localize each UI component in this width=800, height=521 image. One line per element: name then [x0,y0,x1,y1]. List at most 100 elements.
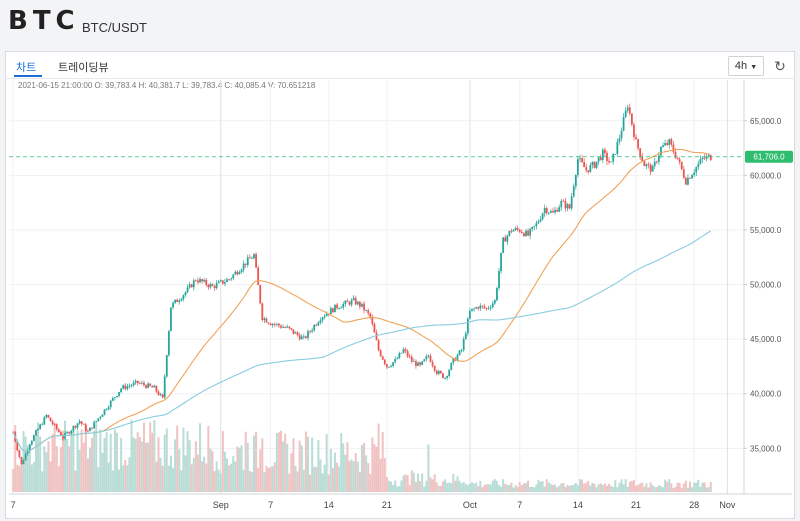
candle-body [419,362,422,365]
volume-bar [392,484,395,492]
candle-body [269,323,272,326]
volume-bar [479,480,482,492]
candle-body [375,332,378,341]
candle-body [236,271,239,275]
candle-body [570,196,573,209]
candle-body [174,299,177,303]
volume-bar [263,472,266,492]
candle-body [672,144,675,152]
candle-body [255,254,257,268]
refresh-icon[interactable]: ↻ [774,58,786,74]
volume-bar [500,486,503,492]
candle-body [323,316,326,318]
volume-bar [612,486,615,492]
candle-body [576,159,579,176]
volume-bar [632,480,635,492]
candle-body [350,299,353,305]
candle-body [662,145,664,147]
tab-tradingview[interactable]: 트레이딩뷰 [58,62,109,74]
candle-body [298,335,301,340]
volume-bar [24,436,27,492]
candle-body [469,310,471,319]
volume-bar [217,469,220,492]
candle-body [572,186,575,197]
volume-bar [211,451,214,492]
volume-bar [367,463,370,492]
volume-bar [547,482,550,492]
tab-chart[interactable]: 차트 [16,62,37,74]
volume-bar [113,429,116,492]
candle-body [346,300,349,302]
volume-bar [319,459,322,492]
candle-body [205,279,208,285]
candle-body [257,267,260,285]
volume-bar [284,434,287,492]
volume-bar [344,454,347,492]
candle-body [340,307,343,309]
ohlc-readout: 2021-06-15 21:00:00 O: 39,783.4 H: 40,38… [18,81,316,90]
volume-bar [475,482,478,492]
candle-body [259,284,262,304]
candle-body [574,175,577,187]
candle-body [288,326,291,329]
volume-bar [51,434,54,492]
volume-bar [190,464,193,492]
volume-bar [348,461,351,492]
volume-bar [495,480,498,492]
candle-body [591,162,594,166]
volume-bar [578,479,581,492]
candle-body [109,400,112,408]
candle-body [446,375,448,378]
candle-body [251,258,253,260]
volume-bar [296,471,299,492]
volume-bar [429,477,432,492]
volume-bar [95,423,98,492]
candle-body [201,279,203,282]
candlestick-chart[interactable]: 35,000.0 40,000.0 45,000.0 50,000.0 55,000.0… [6,52,794,518]
volume-bar [352,461,355,492]
candle-body [462,338,465,350]
candle-body [197,280,199,283]
candle-body [342,303,345,308]
candle-body [305,336,307,339]
candle-body [319,320,322,323]
candle-body [292,329,295,334]
volume-bar [680,488,683,492]
candle-body [57,429,60,433]
volume-bar [630,481,633,492]
candle-body [429,355,432,362]
x-tick-label: 7 [11,500,16,510]
candle-body [95,421,98,423]
interval-select[interactable]: 4h ▼ [728,56,764,76]
volume-bar [28,444,31,492]
chart-tabs: 차트 트레이딩뷰 4h ▼ ↻ [6,52,794,78]
candle-body [28,444,31,451]
volume-bar [560,483,563,492]
volume-bar [147,442,150,492]
volume-bar [512,487,515,492]
candle-body [307,331,309,339]
moving-averages [12,148,712,452]
candle-body [302,336,305,338]
candle-body [410,356,413,362]
volume-bar [261,438,264,492]
x-tick-label: 14 [324,500,334,510]
volume-bar [564,487,567,492]
candle-body [460,349,463,351]
volume-bar [417,473,420,492]
candle-body [55,424,58,430]
volume-bar [689,481,692,492]
candle-body [365,310,368,312]
candle-body [510,230,513,232]
volume-bar [124,459,127,492]
volume-bar [325,434,328,492]
candle-body [93,422,96,429]
volume-bar [672,488,675,492]
volume-bar [59,446,62,492]
chart-panel: 차트 트레이딩뷰 4h ▼ ↻ 2021-06-15 21:00:00 O: 3… [5,51,795,519]
volume-bar [383,458,386,492]
candle-body [541,213,544,220]
volume-bar [159,457,162,492]
volume-bar [379,458,382,492]
candle-body [280,325,282,328]
